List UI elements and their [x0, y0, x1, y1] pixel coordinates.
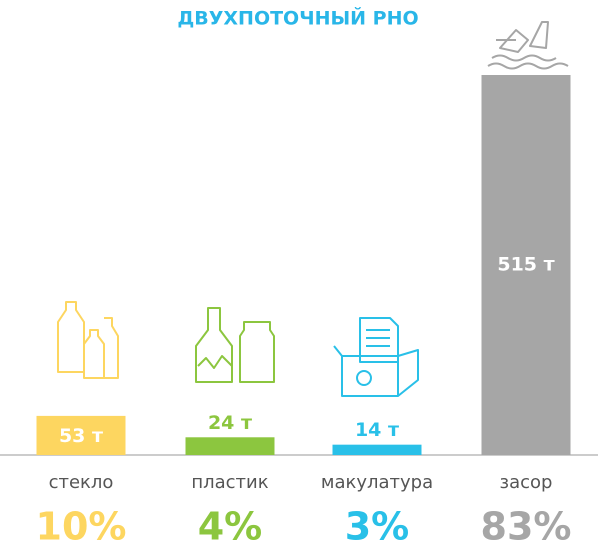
value-label: 24 т: [208, 412, 252, 434]
bottles-icon: [57, 301, 119, 379]
value-label: 53 т: [59, 425, 103, 447]
waste-icon: [487, 21, 569, 70]
paper-box-icon: [333, 317, 419, 397]
bar: [332, 444, 422, 455]
bar: [36, 415, 126, 455]
value-label: 515 т: [497, 254, 554, 276]
chart-title: ДВУХПОТОЧНЫЙ РНО: [177, 7, 418, 30]
category-label: пластик: [191, 472, 268, 493]
bar: [185, 437, 275, 455]
share-label: 4%: [198, 505, 263, 547]
share-label: 83%: [481, 505, 572, 547]
share-label: 10%: [36, 505, 127, 547]
share-label: 3%: [345, 505, 410, 547]
glass-icon: [195, 307, 275, 383]
bar: [481, 75, 571, 455]
category-label: макулатура: [321, 472, 433, 493]
category-label: засор: [500, 472, 553, 493]
value-label: 14 т: [355, 419, 399, 441]
category-label: стекло: [49, 472, 114, 493]
